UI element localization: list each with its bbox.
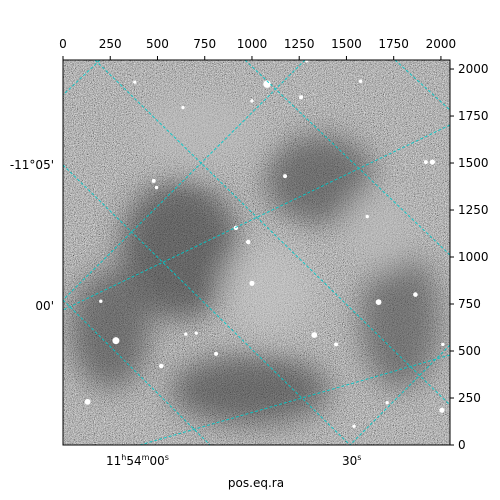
top-tick-label-3: 500 (146, 37, 169, 51)
right-tick-label-1: 0 (458, 438, 466, 452)
top-tick-label-4: 750 (193, 37, 216, 51)
top-tick-label-9: 2000 (426, 37, 457, 51)
star-26 (99, 299, 103, 303)
right-tick-label-8: 1750 (458, 109, 489, 123)
star-14 (151, 178, 156, 183)
star-19 (184, 332, 188, 336)
star-12 (413, 292, 418, 297)
dec-tick-label-1: -11°05' (10, 158, 54, 172)
right-tick-label-5: 1000 (458, 250, 489, 264)
star-8 (439, 407, 445, 413)
dec-tick-label-2: 00' (35, 299, 54, 313)
x-axis-title: pos.eq.ra (228, 476, 284, 490)
plot-frame (62, 59, 451, 446)
star-18 (423, 160, 428, 165)
star-7 (429, 159, 436, 165)
star-21 (133, 80, 137, 84)
right-tick-label-7: 1500 (458, 156, 489, 170)
star-15 (214, 351, 219, 356)
top-tick-label-2: 250 (99, 37, 122, 51)
right-tick-label-4: 750 (458, 297, 481, 311)
svg-text:11h54m00s: 11h54m00s (106, 453, 169, 468)
ra-tick-label-1: 11h54m00s (106, 453, 169, 468)
star-5 (311, 332, 318, 338)
star-31 (441, 342, 445, 347)
star-25 (385, 401, 389, 405)
star-10 (245, 239, 251, 245)
star-13 (283, 174, 288, 179)
star-20 (305, 60, 309, 63)
top-tick-label-6: 1250 (284, 37, 315, 51)
star-17 (299, 95, 304, 100)
top-tick-label-8: 1750 (378, 37, 409, 51)
star-6 (249, 280, 255, 286)
right-tick-label-9: 2000 (458, 62, 489, 76)
star-29 (250, 99, 254, 103)
top-tick-label-7: 1500 (331, 37, 362, 51)
star-30 (358, 79, 363, 83)
star-24 (352, 424, 356, 428)
right-tick-label-6: 1250 (458, 203, 489, 217)
sky-image (63, 60, 450, 445)
svg-text:30s: 30s (342, 453, 361, 468)
star-28 (154, 185, 159, 190)
star-16 (334, 342, 339, 347)
star-23 (365, 214, 369, 219)
tick-layer: 0 250 500 750 1000 1250 1500 1750 2000 0 250 500 750… (59, 37, 488, 452)
ra-tick-label-2: 30s (342, 453, 361, 468)
right-tick-label-3: 500 (458, 344, 481, 358)
right-tick-label-2: 250 (458, 391, 481, 405)
star-22 (181, 105, 185, 110)
coordinate-grid (63, 60, 450, 445)
star-3 (84, 398, 91, 405)
star-4 (375, 299, 382, 306)
top-tick-label-1: 0 (59, 37, 67, 51)
star-11 (158, 363, 164, 369)
star-2 (112, 337, 120, 345)
star-27 (194, 331, 198, 335)
top-tick-label-5: 1000 (237, 37, 268, 51)
